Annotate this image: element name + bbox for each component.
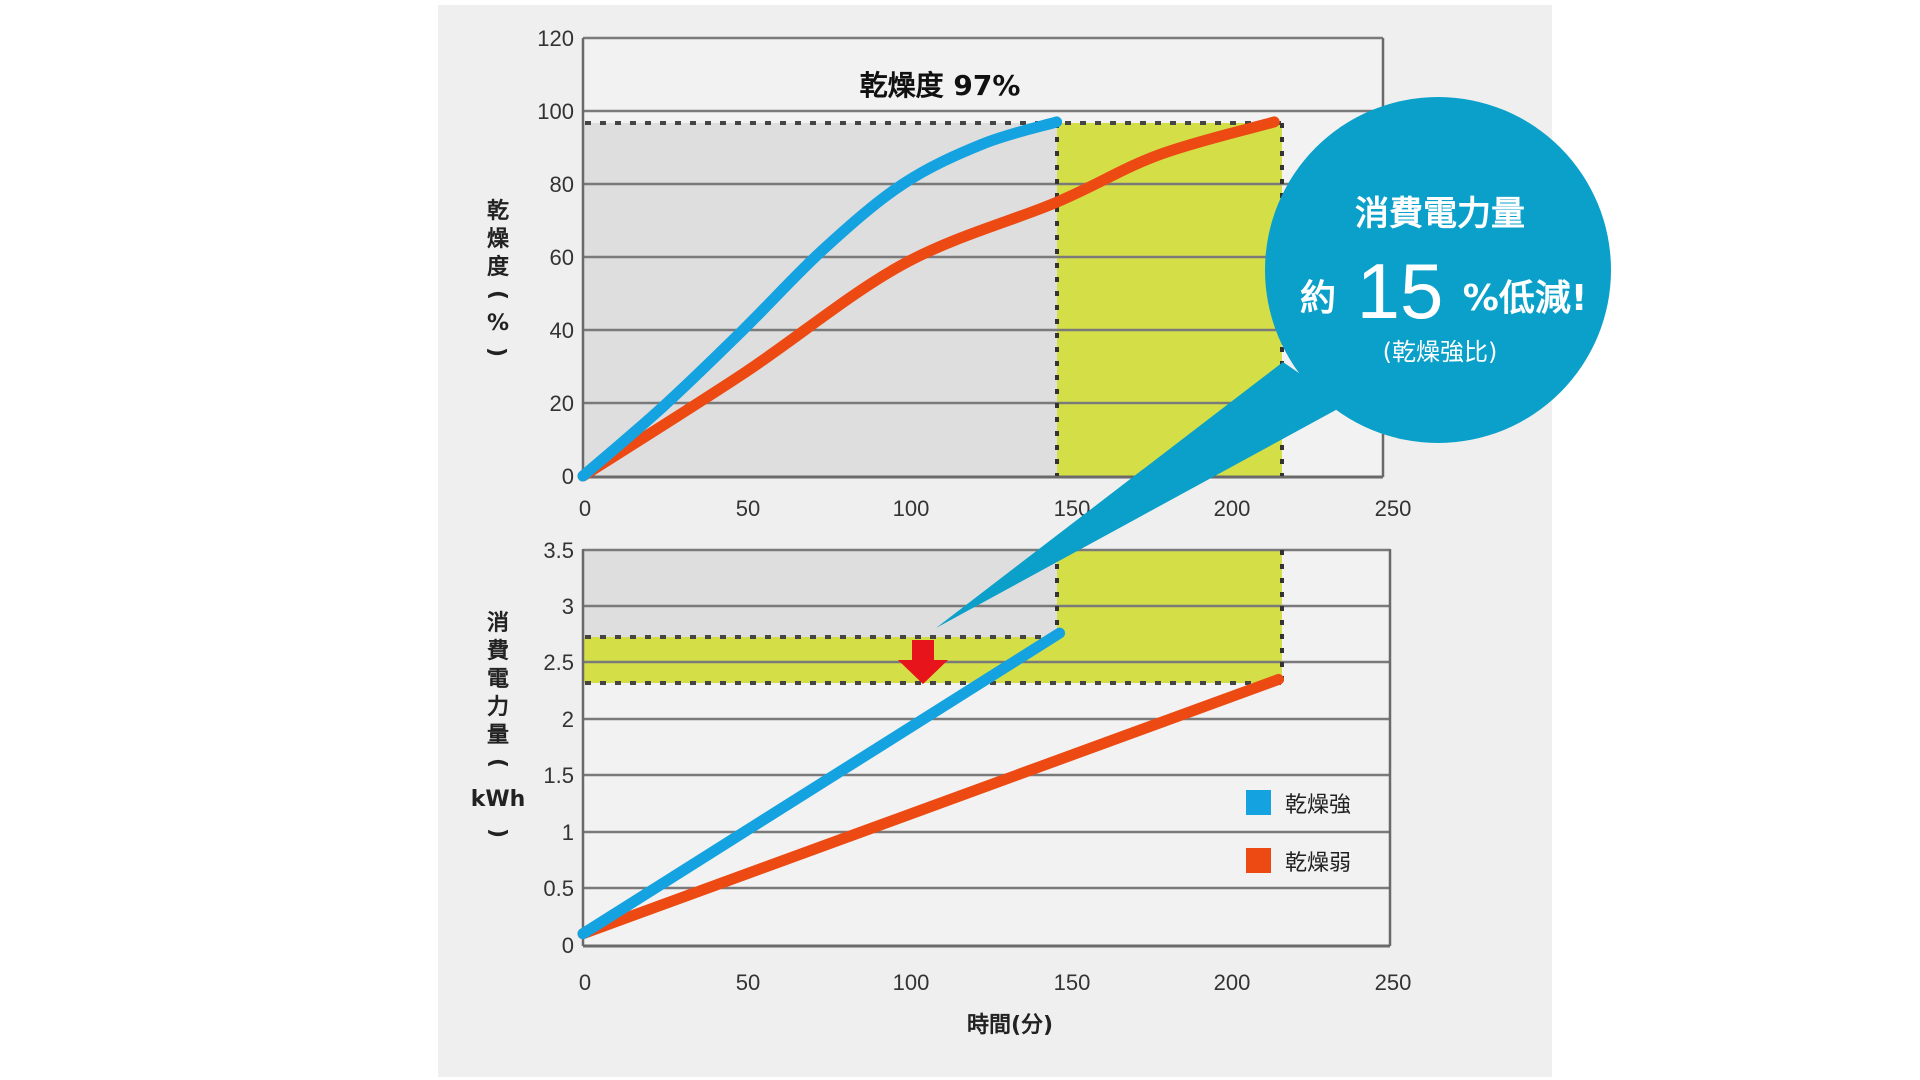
y-tick-label: 3 bbox=[562, 594, 574, 619]
y-label-char: 乾 bbox=[487, 198, 509, 224]
y-tick-label: 1.5 bbox=[543, 763, 574, 788]
y-label-char: 消 bbox=[487, 611, 509, 636]
x-tick-label: 200 bbox=[1214, 970, 1251, 995]
dryness-97-annotation: 乾燥度 97% bbox=[860, 69, 1021, 102]
top-gridlines bbox=[583, 36, 1383, 405]
series-line-dry-strong-bottom bbox=[577, 627, 1066, 940]
x-axis-title: 時間(分) bbox=[967, 1013, 1053, 1038]
top-y-tick-labels: 0 20 40 60 80 100 120 bbox=[537, 26, 574, 489]
y-label-char: 量 bbox=[487, 723, 509, 748]
x-tick-label: 200 bbox=[1214, 496, 1251, 521]
x-tick-label: 100 bbox=[893, 496, 930, 521]
y-label-char: % bbox=[487, 311, 509, 336]
y-tick-label: 0 bbox=[562, 933, 574, 958]
y-tick-label: 80 bbox=[550, 172, 574, 197]
x-tick-label: 0 bbox=[579, 970, 591, 995]
top-y-axis-label: 乾 燥 度 ( % ) bbox=[484, 198, 510, 357]
top-gray-region bbox=[583, 123, 1057, 476]
series-line-dry-weak-bottom bbox=[577, 673, 1285, 940]
top-x-tick-labels: 0 50 100 150 200 250 bbox=[579, 496, 1411, 521]
bottom-highlight-region bbox=[1057, 549, 1282, 683]
y-tick-label: 20 bbox=[550, 391, 574, 416]
bottom-y-tick-labels: 0 0.5 1 1.5 2 2.5 3 3.5 bbox=[543, 538, 574, 958]
y-tick-label: 40 bbox=[550, 318, 574, 343]
arrow-down-icon bbox=[898, 640, 948, 684]
y-tick-label: 2.5 bbox=[543, 650, 574, 675]
y-label-char: ( bbox=[485, 290, 510, 300]
y-label-char: 力 bbox=[487, 695, 509, 720]
y-label-char: 燥 bbox=[487, 227, 510, 252]
y-tick-label: 3.5 bbox=[543, 538, 574, 563]
series-line-dry-weak-top bbox=[577, 116, 1280, 482]
y-tick-label: 120 bbox=[537, 26, 574, 51]
callout-number: 15 bbox=[1357, 247, 1444, 335]
bottom-y-axis-label: 消 費 電 力 量 ( kWh ) bbox=[471, 611, 526, 838]
y-label-char: 度 bbox=[487, 254, 510, 280]
x-tick-label: 250 bbox=[1375, 496, 1412, 521]
y-tick-label: 1 bbox=[562, 820, 574, 845]
series-line-dry-strong-top bbox=[577, 116, 1063, 482]
legend-swatch-dry-weak bbox=[1246, 848, 1271, 873]
callout-note: (乾燥強比) bbox=[1383, 338, 1498, 366]
callout-prefix: 約 bbox=[1300, 278, 1336, 319]
legend-swatch-dry-strong bbox=[1246, 790, 1271, 815]
y-label-char: 電 bbox=[487, 667, 509, 692]
bottom-gridlines bbox=[583, 548, 1390, 890]
x-tick-label: 250 bbox=[1375, 970, 1412, 995]
x-tick-label: 150 bbox=[1054, 970, 1091, 995]
y-label-char: ) bbox=[484, 347, 509, 357]
bottom-highlight-band bbox=[583, 637, 1057, 683]
bottom-x-tick-labels: 0 50 100 150 200 250 bbox=[579, 970, 1411, 995]
callout-pointer bbox=[936, 362, 1345, 628]
x-tick-label: 50 bbox=[736, 970, 760, 995]
y-label-char: kWh bbox=[471, 787, 526, 812]
y-tick-label: 60 bbox=[550, 245, 574, 270]
y-tick-label: 0 bbox=[562, 464, 574, 489]
callout-suffix: %低減! bbox=[1463, 278, 1588, 319]
legend-label-dry-strong: 乾燥強 bbox=[1285, 793, 1351, 818]
y-label-char: ( bbox=[485, 758, 510, 768]
y-tick-label: 2 bbox=[562, 707, 574, 732]
y-tick-label: 100 bbox=[537, 99, 574, 124]
callout-bubble: 消費電力量 約 15 %低減! (乾燥強比) bbox=[936, 97, 1611, 628]
callout-circle bbox=[1265, 97, 1611, 443]
y-label-char: 費 bbox=[487, 639, 509, 664]
bottom-chart: 0 0.5 1 1.5 2 2.5 3 3.5 0 50 100 150 200… bbox=[471, 538, 1412, 1038]
x-tick-label: 100 bbox=[893, 970, 930, 995]
legend-label-dry-weak: 乾燥弱 bbox=[1285, 851, 1351, 876]
callout-line1: 消費電力量 bbox=[1355, 194, 1525, 234]
x-tick-label: 0 bbox=[579, 496, 591, 521]
top-chart: 乾燥度 97% 0 20 40 60 80 100 120 0 50 100 1… bbox=[484, 26, 1411, 521]
x-tick-label: 50 bbox=[736, 496, 760, 521]
y-label-char: ) bbox=[485, 828, 510, 838]
legend: 乾燥強 乾燥弱 bbox=[1246, 790, 1351, 876]
y-tick-label: 0.5 bbox=[543, 876, 574, 901]
bottom-gray-region bbox=[583, 549, 1057, 637]
